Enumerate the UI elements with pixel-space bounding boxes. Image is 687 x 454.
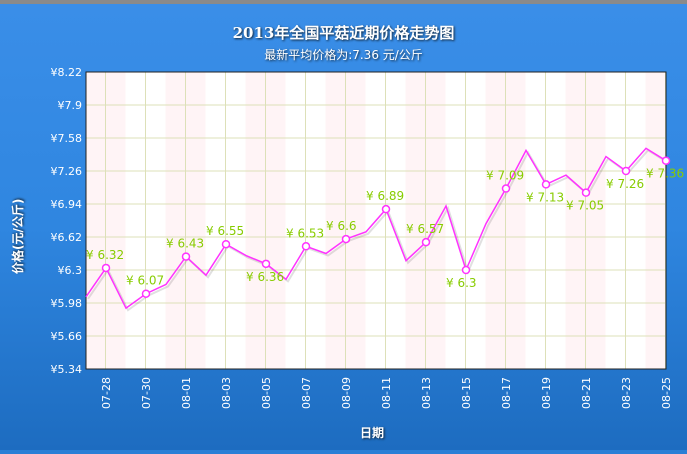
data-label: ¥ 6.32 — [86, 248, 124, 262]
grid-band — [645, 72, 666, 369]
data-point — [621, 166, 631, 176]
x-tick-label: 07-30 — [140, 377, 153, 409]
y-tick-label: ¥6.94 — [51, 198, 83, 211]
data-label: ¥ 6.6 — [326, 219, 357, 233]
data-label: ¥ 7.09 — [486, 169, 524, 183]
y-tick-label: ¥5.66 — [51, 330, 83, 343]
data-label: ¥ 7.36 — [646, 167, 684, 181]
data-label: ¥ 7.05 — [566, 199, 604, 213]
series-line — [85, 147, 667, 310]
x-tick-label: 08-21 — [580, 377, 593, 409]
line-chart: ¥8.22 ¥7.9 ¥7.58 ¥7.26 ¥6.94 ¥6.62 ¥6.3 ¥5.98 ¥5… — [51, 66, 685, 409]
y-tick-label: ¥5.98 — [51, 297, 83, 310]
data-label: ¥ 6.53 — [286, 226, 324, 240]
data-point — [581, 188, 591, 197]
x-tick-label: 08-03 — [220, 377, 233, 409]
chart-title: 2013年全国平菇近期价格走势图 — [232, 24, 455, 42]
plot-border — [85, 71, 667, 370]
data-label: ¥ 7.26 — [606, 177, 644, 191]
data-label: ¥ 7.13 — [526, 190, 564, 204]
data-point — [541, 180, 551, 189]
data-point — [181, 252, 191, 261]
x-tick-label: 08-07 — [300, 377, 313, 409]
data-point — [461, 265, 471, 275]
x-tick-label: 08-17 — [500, 377, 513, 409]
data-point — [261, 259, 271, 269]
y-tick-label: ¥7.26 — [51, 165, 83, 178]
data-point — [421, 237, 431, 247]
data-point — [381, 204, 391, 214]
y-tick-label: ¥7.58 — [51, 132, 83, 145]
y-tick-label: ¥8.22 — [51, 66, 83, 79]
data-point — [141, 289, 151, 298]
data-point — [661, 156, 671, 165]
x-tick-label: 08-05 — [260, 377, 273, 409]
x-tick-label: 08-01 — [180, 377, 193, 409]
data-label: ¥ 6.07 — [126, 274, 164, 288]
x-tick-label: 08-15 — [460, 377, 473, 409]
x-axis-label: 日期 — [360, 426, 385, 440]
x-tick-label: 08-19 — [540, 377, 553, 409]
y-tick-label: ¥7.9 — [58, 99, 83, 112]
data-point — [221, 239, 231, 249]
x-tick-label: 08-11 — [380, 377, 393, 409]
x-tick-label: 08-09 — [340, 377, 353, 409]
chart-subtitle: 最新平均价格为:7.36 元/公斤 — [264, 48, 423, 62]
y-tick-label: ¥6.62 — [51, 231, 83, 244]
x-tick-label: 08-13 — [420, 377, 433, 409]
x-tick-label: 08-25 — [660, 377, 673, 409]
data-label: ¥ 6.57 — [406, 222, 444, 236]
x-tick-label: 08-23 — [620, 377, 633, 409]
data-point — [101, 263, 111, 273]
data-label: ¥ 6.3 — [446, 276, 477, 290]
data-label: ¥ 6.55 — [206, 224, 244, 238]
data-point — [341, 234, 351, 244]
data-point — [501, 184, 511, 193]
data-point — [301, 242, 311, 251]
y-tick-label: ¥6.3 — [58, 264, 83, 277]
data-label: ¥ 6.36 — [246, 270, 284, 284]
x-tick-label: 07-28 — [100, 377, 113, 409]
data-label: ¥ 6.89 — [366, 189, 404, 203]
y-tick-label: ¥5.34 — [51, 363, 83, 376]
data-label: ¥ 6.43 — [166, 237, 204, 251]
